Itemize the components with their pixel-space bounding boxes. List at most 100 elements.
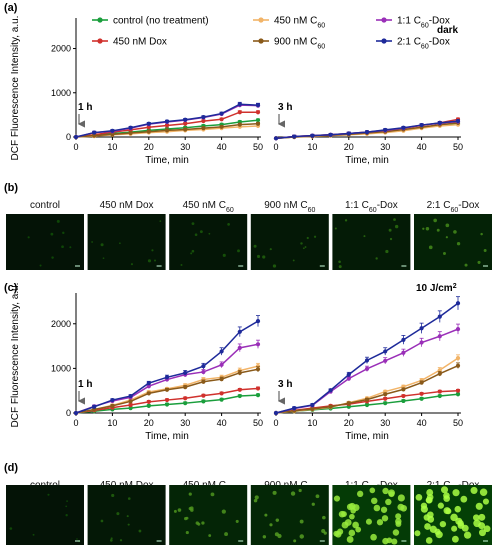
data-point [164, 375, 170, 380]
cell-dot [127, 497, 131, 500]
x-tick-label: 20 [344, 142, 354, 152]
cell-dot [274, 532, 279, 537]
data-point [273, 136, 279, 141]
legend-label: 450 nM Dox [113, 37, 167, 48]
cell-dot [65, 514, 68, 517]
micrograph-image [169, 485, 248, 545]
data-point [346, 401, 351, 406]
cell-dot [425, 226, 430, 231]
micrograph-image [87, 214, 166, 270]
cell-dot [126, 515, 129, 518]
cell-dot [127, 523, 130, 526]
cell-dot [352, 521, 359, 529]
cell-dot [180, 263, 183, 266]
cell-dot [191, 222, 195, 226]
cell-dot [138, 529, 142, 533]
cell-dot [375, 257, 378, 260]
cell-dot [453, 230, 457, 234]
cell-dot [344, 219, 348, 222]
cell-dot [66, 500, 68, 502]
cell-dot [224, 532, 228, 537]
cell-dot [386, 537, 393, 544]
data-point [110, 403, 115, 408]
cell-dot [262, 535, 267, 539]
cell-dot [395, 521, 402, 527]
data-point [201, 393, 206, 398]
cell-dot [91, 241, 93, 243]
cell-dot [388, 228, 392, 232]
cell-dot [253, 244, 257, 248]
data-point [164, 402, 170, 407]
x-tick-label: 10 [307, 142, 317, 152]
cell-dot [190, 252, 193, 255]
data-point [383, 358, 388, 363]
x-tick-label: 20 [344, 418, 354, 428]
data-point [237, 102, 242, 107]
data-point [73, 410, 79, 416]
data-point [219, 124, 224, 129]
data-point [328, 132, 333, 137]
cell-dot [392, 529, 400, 536]
cell-dot [299, 534, 304, 539]
cell-dot [269, 248, 272, 251]
legend-label: 2:1 C60-Dox [397, 37, 450, 51]
data-point [455, 356, 461, 361]
micrograph-label: 450 nM Dox [100, 200, 154, 211]
data-point [419, 122, 424, 128]
cell-dot [199, 230, 203, 234]
cell-dot [385, 498, 392, 506]
cell-dot [188, 507, 192, 511]
cell-dot [480, 232, 483, 236]
cell-dot [479, 488, 488, 496]
data-point [128, 393, 133, 399]
data-point [273, 410, 279, 416]
ylabel-a: DCF Fluorescence Intensity, a.u. [10, 16, 21, 161]
cell-dot [425, 497, 433, 504]
data-point [201, 118, 206, 124]
data-point [237, 345, 242, 350]
cell-dot [483, 249, 487, 252]
data-point [437, 389, 442, 394]
y-tick-label: 1000 [51, 363, 71, 373]
x-tick-label: 40 [217, 418, 227, 428]
cell-dot [293, 539, 297, 543]
data-point [183, 370, 188, 375]
cell-dot [221, 509, 226, 514]
x-tick-label: 0 [73, 418, 78, 428]
cell-dot [394, 224, 399, 229]
data-point [237, 370, 242, 375]
cell-dot [346, 536, 354, 543]
panel-c-letter: (c) [4, 282, 18, 294]
data-point [419, 326, 424, 331]
cell-dot [370, 533, 377, 541]
cell-dot [111, 493, 115, 498]
data-point [183, 385, 188, 390]
cell-dot [298, 488, 302, 493]
legend-marker [381, 17, 387, 23]
cell-dot [208, 534, 212, 537]
cell-dot [300, 242, 303, 245]
cell-dot [315, 494, 320, 499]
micrograph-label: 450 nM C60 [183, 200, 234, 214]
data-point [437, 393, 442, 399]
cell-dot [473, 514, 480, 521]
x-tick-label: 0 [273, 142, 278, 152]
legend-marker [258, 38, 264, 44]
dark-label: dark [437, 25, 459, 36]
legend-label: control (no treatment) [113, 16, 209, 27]
cell-dot [227, 223, 230, 226]
cell-dot [451, 525, 458, 532]
data-point [237, 387, 242, 392]
micrograph-image [169, 214, 248, 270]
cell-dot [400, 504, 408, 512]
data-point [346, 376, 351, 381]
cell-dot [65, 505, 68, 508]
data-point [292, 405, 297, 411]
time-label: 1 h [78, 379, 92, 390]
data-point [346, 372, 351, 377]
legend-label: 900 nM C60 [274, 37, 325, 51]
cell-dot [27, 236, 30, 239]
cell-dot [470, 486, 478, 494]
y-tick-label: 2000 [51, 319, 71, 329]
cell-dot [51, 256, 54, 259]
